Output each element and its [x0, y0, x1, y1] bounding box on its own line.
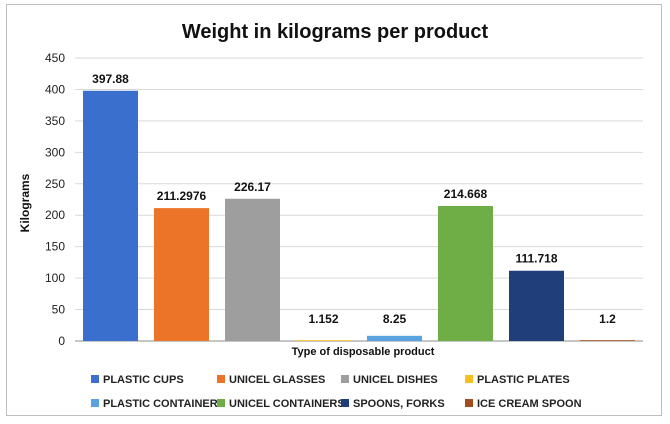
legend-entry: UNICEL CONTAINERS [229, 398, 345, 410]
x-axis-label: Type of disposable product [292, 346, 435, 358]
legend-swatch [465, 375, 473, 383]
y-tick-label: 300 [45, 145, 65, 159]
legend-swatch [341, 399, 349, 407]
legend-entry: UNICEL GLASSES [229, 374, 325, 386]
data-label: 397.88 [92, 72, 129, 86]
bar-unicel-glasses [154, 208, 209, 341]
data-label: 8.25 [383, 312, 407, 326]
bar-unicel-dishes [225, 198, 280, 341]
chart-frame: Weight in kilograms per product 0 50 100 15… [6, 4, 662, 416]
bar-plastic-plates [296, 340, 351, 341]
chart-title: Weight in kilograms per product [182, 21, 489, 43]
legend-entry: ICE CREAM SPOON [477, 398, 582, 410]
bar-ice-cream-spoon [580, 340, 635, 341]
y-tick-label: 150 [45, 240, 65, 254]
y-tick-label: 450 [45, 51, 65, 65]
data-label: 211.2976 [157, 189, 207, 203]
y-tick-label: 50 [52, 303, 66, 317]
data-label: 1.152 [308, 312, 338, 326]
y-tick-label: 100 [45, 271, 65, 285]
y-tick-label: 250 [45, 177, 65, 191]
y-tick-label: 0 [58, 334, 65, 348]
legend-swatch [341, 375, 349, 383]
legend-swatch [465, 399, 473, 407]
bar-unicel-containers [438, 205, 493, 341]
data-label: 214.668 [444, 187, 488, 201]
legend-entry: PLASTIC CUPS [103, 374, 184, 386]
y-tick-label: 200 [45, 208, 65, 222]
data-label: 1.2 [599, 312, 616, 326]
bar-spoons-forks [509, 270, 564, 341]
data-label: 226.17 [234, 180, 271, 194]
y-tick-label: 400 [45, 82, 65, 96]
y-tick-label: 350 [45, 114, 65, 128]
legend-entry: SPOONS, FORKS [353, 398, 445, 410]
legend-swatch [217, 375, 225, 383]
bar-chart: Weight in kilograms per product 0 50 100 15… [18, 21, 643, 410]
legend-entry: PLASTIC CONTAINERS [103, 398, 225, 410]
data-label: 111.718 [515, 252, 557, 266]
y-axis-label: Kilograms [18, 173, 32, 232]
legend-entry: UNICEL DISHES [353, 374, 438, 386]
bar-plastic-containers [367, 335, 422, 341]
legend-swatch [91, 399, 99, 407]
legend-swatch [91, 375, 99, 383]
legend-swatch [217, 399, 225, 407]
legend-entry: PLASTIC PLATES [477, 374, 570, 386]
bar-plastic-cups [83, 90, 138, 342]
